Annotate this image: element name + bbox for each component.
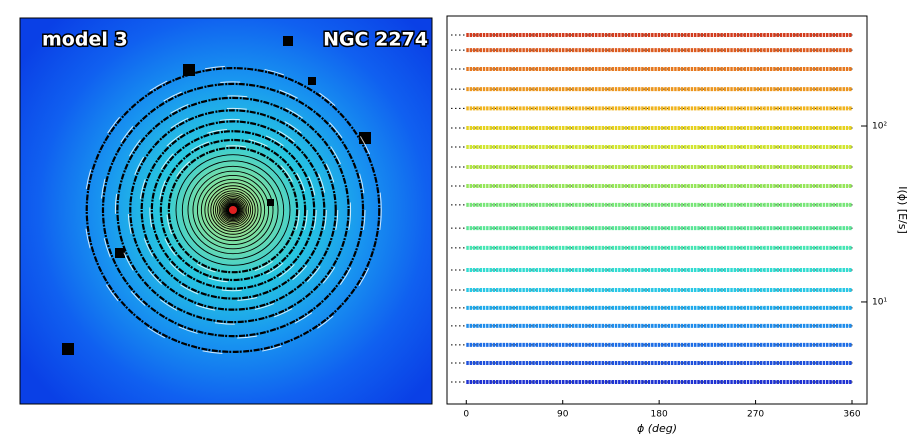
galaxy-label: NGC 2274	[323, 29, 428, 51]
y-tick-label: 10²	[872, 122, 887, 132]
contour-highlight	[139, 118, 327, 302]
galaxy-center	[229, 206, 237, 214]
contour-highlight	[114, 95, 352, 325]
contour	[181, 160, 285, 260]
x-tick-label: 180	[651, 410, 668, 420]
plot-frame	[446, 15, 868, 405]
contour	[187, 165, 279, 255]
y-tick-label: 10¹	[872, 297, 887, 307]
contour	[227, 204, 239, 216]
x-tick-label: 360	[843, 410, 860, 420]
contour	[220, 197, 246, 223]
contour	[216, 194, 250, 226]
contour-highlight	[166, 145, 300, 275]
contour	[159, 138, 307, 282]
contour	[214, 192, 252, 228]
contour	[226, 203, 240, 217]
x-axis-label: ϕ (deg)	[637, 422, 677, 435]
contour	[223, 201, 243, 219]
contour	[116, 96, 350, 324]
contour	[228, 205, 238, 215]
isophote-contours	[62, 36, 382, 355]
contour	[207, 185, 259, 235]
contour	[150, 130, 316, 290]
x-tick-label: 270	[747, 410, 764, 420]
masked-star	[283, 36, 293, 46]
contour	[85, 67, 381, 353]
contour	[222, 200, 244, 220]
masked-star	[183, 64, 195, 76]
contour	[225, 202, 241, 218]
contour	[200, 178, 266, 242]
x-tick-label: 0	[463, 410, 469, 420]
contour	[175, 154, 291, 266]
contour	[227, 204, 239, 216]
contour-highlight	[149, 128, 317, 292]
contour-highlight	[100, 81, 366, 339]
contour	[221, 198, 245, 222]
contour	[167, 146, 299, 274]
contour-highlight	[84, 65, 382, 355]
model-label: model 3	[42, 29, 128, 51]
contour	[210, 187, 256, 233]
contour	[196, 175, 270, 245]
contour	[101, 82, 365, 338]
contour	[212, 190, 254, 230]
masked-star	[267, 199, 274, 206]
masked-star	[62, 343, 74, 355]
contour	[218, 196, 248, 224]
contour	[204, 182, 262, 238]
contour	[129, 109, 337, 311]
contour	[192, 170, 274, 250]
contour	[224, 202, 242, 218]
masked-star	[308, 77, 316, 85]
x-tick-label: 90	[557, 410, 569, 420]
contour-highlight	[127, 107, 339, 313]
contour	[140, 120, 326, 300]
masked-star	[115, 248, 125, 258]
y-axis-label: I(ϕ) [E/s]	[896, 186, 909, 234]
contour-highlight	[158, 137, 308, 283]
